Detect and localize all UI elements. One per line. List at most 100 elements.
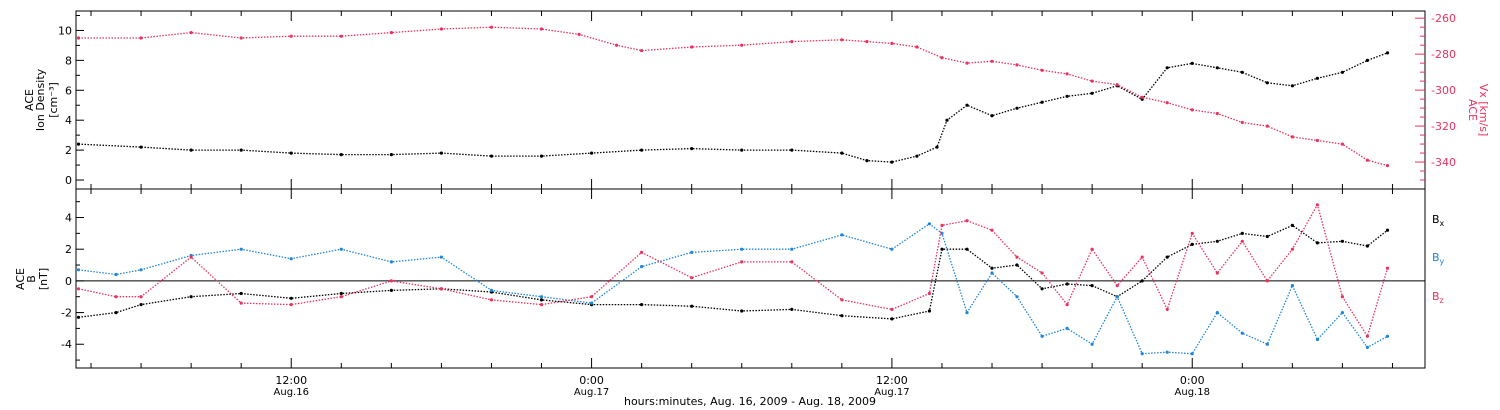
by-point xyxy=(489,288,494,292)
bx-point xyxy=(189,295,193,299)
y-left-tick-label: 8 xyxy=(65,54,72,67)
bz-point xyxy=(1215,271,1219,275)
y-right-tick-label: -300 xyxy=(1431,84,1456,97)
bx-point xyxy=(1290,223,1294,227)
bz-point xyxy=(965,219,969,223)
bz-point xyxy=(840,298,844,302)
legend-by: By xyxy=(1432,251,1445,266)
bx-point xyxy=(1385,228,1390,232)
vx-point xyxy=(865,40,869,44)
y-right-tick-label: -260 xyxy=(1431,12,1456,25)
x-tick-label-date: Aug.16 xyxy=(274,387,309,398)
x-tick-label-time: 12:00 xyxy=(275,374,307,387)
bottom-panel-axes: -4 -2 0 2 4 xyxy=(61,201,1425,361)
bx-point xyxy=(1240,231,1244,235)
bottom-ylabel-line1: ACE xyxy=(14,268,27,290)
bz-point xyxy=(289,303,293,307)
bottom-ylabel-line3: [nT] xyxy=(37,268,50,290)
bz-point xyxy=(690,276,694,280)
bx-point xyxy=(1215,239,1219,243)
vx-point xyxy=(965,61,969,65)
y-tick-label: -2 xyxy=(61,307,72,320)
by-point xyxy=(1090,342,1094,346)
by-point xyxy=(1115,295,1119,299)
ion-density-point xyxy=(935,145,939,149)
bz-point xyxy=(1040,271,1044,275)
svg-text:Bx: Bx xyxy=(1432,213,1445,228)
y-right-tick-label: -340 xyxy=(1431,156,1456,169)
legend-by-base: B xyxy=(1432,251,1440,264)
ion-density-trace xyxy=(78,52,1388,163)
bz-point xyxy=(189,255,193,259)
by-point xyxy=(114,272,118,277)
legend-bz: Bz xyxy=(1432,290,1444,305)
by-point xyxy=(1140,352,1144,356)
vx-point xyxy=(1140,95,1144,99)
vx-point xyxy=(1090,79,1094,83)
vx-trace xyxy=(78,26,1388,167)
vx-point xyxy=(139,36,143,40)
by-point xyxy=(1190,352,1194,356)
by-point xyxy=(1015,295,1019,299)
vx-point xyxy=(1190,108,1194,112)
ion-density-point xyxy=(865,159,869,163)
by-point xyxy=(890,247,894,251)
bz-point xyxy=(139,295,143,299)
vx-point xyxy=(740,43,744,47)
y-left-tick-label: 0 xyxy=(65,174,72,187)
vx-point xyxy=(990,59,994,63)
vx-point xyxy=(690,45,694,49)
bx-point xyxy=(1090,284,1094,288)
by-point xyxy=(76,268,81,272)
vx-point xyxy=(389,30,393,35)
legend-by-sub: y xyxy=(1440,257,1445,266)
ion-density-point xyxy=(76,142,81,146)
bx-point xyxy=(1140,279,1144,283)
bx-point xyxy=(965,247,969,251)
vx-point xyxy=(940,56,944,60)
by-point xyxy=(1065,326,1069,330)
y-left-tick-label: 6 xyxy=(65,84,72,97)
by-point xyxy=(1315,337,1319,342)
vx-point xyxy=(489,25,494,29)
bz-point xyxy=(1015,255,1019,259)
ion-density-point xyxy=(965,103,969,107)
vx-point xyxy=(239,36,243,40)
by-point xyxy=(1040,334,1044,338)
legend-bz-base: B xyxy=(1432,290,1440,303)
bx-point xyxy=(940,247,944,251)
x-tick-label-time: 0:00 xyxy=(1180,374,1205,387)
ion-density-point xyxy=(790,148,794,152)
vx-point xyxy=(1340,142,1344,146)
vx-point xyxy=(1290,135,1294,139)
vx-point xyxy=(840,38,844,42)
bx-point xyxy=(139,303,143,307)
vx-point xyxy=(577,32,581,37)
ion-density-point xyxy=(1190,61,1194,65)
y-tick-label: 0 xyxy=(65,275,72,288)
bx-point xyxy=(640,303,644,307)
bx-point xyxy=(1265,234,1269,239)
by-point xyxy=(1385,334,1390,338)
bz-point xyxy=(1265,279,1269,283)
bx-point xyxy=(1040,287,1044,291)
ion-density-point xyxy=(439,151,443,155)
by-point xyxy=(389,260,393,264)
ion-density-point xyxy=(1065,94,1069,98)
top-left-ylabel-line3: [cm⁻³] xyxy=(47,82,60,118)
ion-density-point xyxy=(590,151,594,155)
vx-point xyxy=(1265,124,1269,128)
by-point xyxy=(590,301,594,305)
vx-point xyxy=(1240,120,1244,125)
top-left-ylabel-line1: ACE xyxy=(23,89,36,111)
vx-point xyxy=(790,40,794,44)
top-panel-data xyxy=(76,25,1390,168)
by-point xyxy=(1215,311,1219,315)
bx-point xyxy=(114,311,118,315)
top-right-ylabel-line1: ACE xyxy=(1466,99,1479,121)
legend-bx-sub: x xyxy=(1440,219,1445,228)
x-axis-label: hours:minutes, Aug. 16, 2009 - Aug. 18, … xyxy=(624,395,876,408)
bz-point xyxy=(439,287,443,291)
bz-point xyxy=(114,295,118,299)
bz-point xyxy=(489,298,494,302)
